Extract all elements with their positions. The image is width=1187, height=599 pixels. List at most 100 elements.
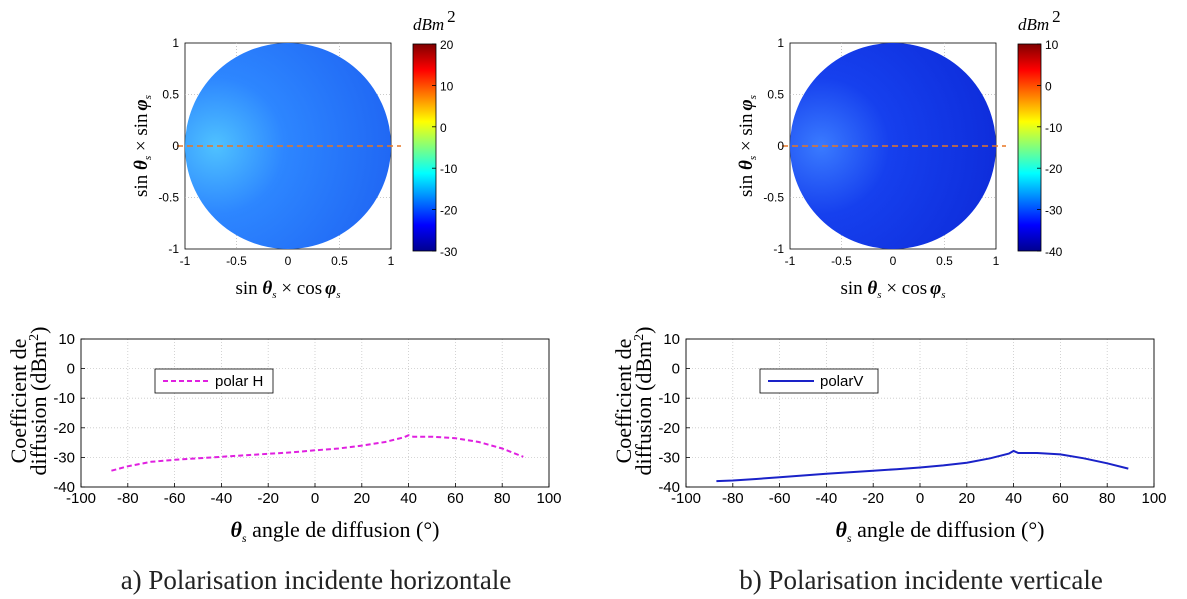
- x-tick-label: -20: [862, 490, 884, 507]
- x-tick-label: 80: [494, 490, 511, 507]
- y-tick-label: 0: [67, 361, 75, 378]
- y-tick-label: -40: [658, 479, 680, 496]
- panel-b: -1-1 -0.5 -0.5 0 0 0.5 0.5 1 1 sin θs × cos φs sin …: [611, 7, 1167, 595]
- y-tick-label: -30: [658, 449, 680, 466]
- map-ytick: 0.5: [162, 88, 179, 102]
- colorbar-tick: 0: [1045, 79, 1052, 93]
- legend: polarV: [759, 368, 879, 394]
- colorbar: 20 10 0 -10 -20 -30 dBm 2: [412, 7, 458, 259]
- map-ytick: -0.5: [158, 191, 179, 205]
- y-tick-label: -30: [53, 449, 75, 466]
- x-tick-label: 20: [353, 490, 370, 507]
- x-tick-label: 20: [958, 490, 975, 507]
- y-tick-label: -10: [53, 390, 75, 407]
- x-tick-label: -40: [211, 490, 233, 507]
- colorbar-tick: 20: [440, 38, 454, 52]
- y-tick-label: -20: [658, 420, 680, 437]
- x-tick-label: -100: [671, 490, 701, 507]
- legend-label: polarV: [820, 373, 863, 390]
- x-tick-label: 40: [1005, 490, 1022, 507]
- y-tick-label: 10: [58, 331, 75, 348]
- line-chart: -100 -80 -60 -40 -20 0 20 40 60 80 100100-10-20-30…: [6, 327, 562, 545]
- colorbar-unit: dBm 2: [413, 7, 456, 34]
- colorbar-tick: -20: [1045, 162, 1063, 176]
- plot-frame: [685, 338, 1155, 488]
- map-ytick: 1: [777, 36, 784, 50]
- map-ytick: 1: [172, 36, 179, 50]
- x-tick-label: 60: [447, 490, 464, 507]
- colorbar: 10 0 -10 -20 -30 -40 dBm 2: [1017, 7, 1063, 259]
- colorbar-tick: -20: [440, 204, 458, 218]
- y-tick-label: -10: [658, 390, 680, 407]
- x-tick-label: -80: [722, 490, 744, 507]
- x-tick-label: 0: [311, 490, 319, 507]
- map-xtick: -0.5: [831, 254, 852, 268]
- x-tick-label: -60: [769, 490, 791, 507]
- colorbar-gradient: [1017, 43, 1042, 252]
- legend-label: polar H: [215, 373, 263, 390]
- map-xlabel: sin θs × cos φs: [235, 278, 340, 301]
- chart-ylabel-line2: diffusion (dBm2): [631, 327, 656, 476]
- line-chart: -100 -80 -60 -40 -20 0 20 40 60 80 100100-10-20-30…: [611, 327, 1167, 545]
- y-tick-label: 0: [672, 361, 680, 378]
- chart-ylabel-line1: Coefficient de: [611, 339, 636, 464]
- polar-map: -1-1 -0.5 -0.5 0 0 0.5 0.5 1 1 sin θs × cos φs sin …: [736, 7, 1063, 301]
- map-xtick: -0.5: [226, 254, 247, 268]
- x-tick-label: 0: [916, 490, 924, 507]
- x-tick-label: 100: [1141, 490, 1166, 507]
- panel-a: -1-1 -0.5 -0.5 0 0 0.5 0.5 1 1 sin θs × cos φs sin …: [6, 7, 562, 595]
- x-tick-label: -20: [257, 490, 279, 507]
- colorbar-tick: -30: [440, 245, 458, 259]
- x-tick-label: 60: [1052, 490, 1069, 507]
- legend: polar H: [154, 368, 274, 394]
- colorbar-unit: dBm 2: [1018, 7, 1061, 34]
- map-xlabel: sin θs × cos φs: [840, 278, 945, 301]
- map-xtick: 0.5: [331, 254, 348, 268]
- y-tick-label: -40: [53, 479, 75, 496]
- map-ytick: -1: [773, 242, 784, 256]
- map-xtick: 0: [285, 254, 292, 268]
- map-ytick: 0: [172, 139, 179, 153]
- colorbar-tick: -40: [1045, 245, 1063, 259]
- colorbar-tick: 0: [440, 121, 447, 135]
- x-tick-label: -60: [164, 490, 186, 507]
- colorbar-tick: -10: [440, 162, 458, 176]
- x-tick-label: -80: [117, 490, 139, 507]
- colorbar-tick: -30: [1045, 204, 1063, 218]
- map-xtick: 0: [890, 254, 897, 268]
- map-ytick: 0.5: [767, 88, 784, 102]
- series-line: [716, 449, 1129, 483]
- panel-caption: a) Polarisation incidente horizontale: [121, 565, 512, 595]
- chart-ylabel-line1: Coefficient de: [6, 339, 31, 464]
- chart-xlabel: θs angle de diffusion (°): [231, 517, 440, 545]
- map-ytick: -0.5: [763, 191, 784, 205]
- plot-frame: [80, 338, 550, 488]
- chart-xlabel: θs angle de diffusion (°): [836, 517, 1045, 545]
- map-ylabel: sin θs × sinφs: [131, 95, 154, 197]
- map-xtick: -1: [180, 254, 191, 268]
- map-xtick: 1: [388, 254, 395, 268]
- colorbar-tick: -10: [1045, 121, 1063, 135]
- colorbar-tick: 10: [1045, 38, 1059, 52]
- y-tick-label: -20: [53, 420, 75, 437]
- x-tick-label: -100: [66, 490, 96, 507]
- colorbar-gradient: [412, 43, 437, 252]
- series-line: [111, 434, 524, 472]
- colorbar-tick: 10: [440, 79, 454, 93]
- map-xtick: 1: [993, 254, 1000, 268]
- legend-box: [154, 368, 274, 394]
- map-ytick: -1: [168, 242, 179, 256]
- map-xtick: 0.5: [936, 254, 953, 268]
- y-tick-label: 10: [663, 331, 680, 348]
- x-tick-label: 100: [536, 490, 561, 507]
- map-ylabel: sin θs × sinφs: [736, 95, 759, 197]
- polar-map: -1-1 -0.5 -0.5 0 0 0.5 0.5 1 1 sin θs × cos φs sin …: [131, 7, 458, 301]
- map-ytick: 0: [777, 139, 784, 153]
- map-xtick: -1: [785, 254, 796, 268]
- x-tick-label: 40: [400, 490, 417, 507]
- panel-caption: b) Polarisation incidente verticale: [739, 565, 1103, 595]
- x-tick-label: -40: [816, 490, 838, 507]
- x-tick-label: 80: [1099, 490, 1116, 507]
